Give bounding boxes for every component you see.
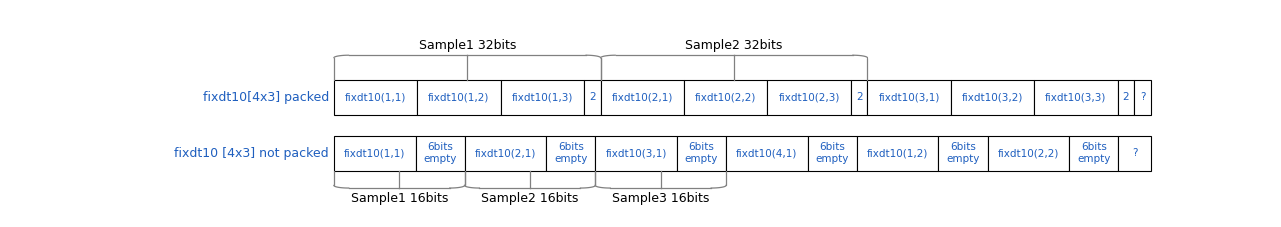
Text: 6bits
empty: 6bits empty — [947, 142, 980, 164]
Text: Sample3 16bits: Sample3 16bits — [612, 192, 710, 205]
Text: fixdt10 [4x3] not packed: fixdt10 [4x3] not packed — [174, 147, 329, 160]
Bar — [951, 80, 1034, 115]
Text: Sample1 32bits: Sample1 32bits — [419, 39, 516, 52]
Bar — [1118, 136, 1150, 170]
Text: fixdt10(4,1): fixdt10(4,1) — [737, 148, 798, 158]
Text: 6bits
empty: 6bits empty — [816, 142, 849, 164]
Text: 6bits
empty: 6bits empty — [424, 142, 457, 164]
Bar — [584, 80, 601, 115]
Text: Sample2 16bits: Sample2 16bits — [482, 192, 579, 205]
Bar — [596, 136, 678, 170]
Text: 2: 2 — [856, 92, 862, 102]
Bar — [1034, 80, 1117, 115]
Text: fixdt10(1,1): fixdt10(1,1) — [345, 92, 406, 102]
Text: ?: ? — [1132, 148, 1138, 158]
Bar — [857, 136, 939, 170]
Text: fixdt10(2,2): fixdt10(2,2) — [998, 148, 1059, 158]
Bar — [501, 80, 584, 115]
Text: fixdt10(3,1): fixdt10(3,1) — [606, 148, 667, 158]
Bar — [1134, 80, 1150, 115]
Bar — [808, 136, 857, 170]
Text: 6bits
empty: 6bits empty — [685, 142, 719, 164]
Bar — [1117, 80, 1134, 115]
Bar — [601, 80, 684, 115]
Text: fixdt10(2,2): fixdt10(2,2) — [696, 92, 756, 102]
Bar — [684, 80, 767, 115]
Text: fixdt10(1,2): fixdt10(1,2) — [867, 148, 929, 158]
Bar — [867, 80, 951, 115]
Text: fixdt10(2,1): fixdt10(2,1) — [475, 148, 537, 158]
Text: 6bits
empty: 6bits empty — [1077, 142, 1111, 164]
Bar — [415, 136, 465, 170]
Text: fixdt10(1,2): fixdt10(1,2) — [428, 92, 489, 102]
Text: 2: 2 — [1122, 92, 1130, 102]
Text: fixdt10(2,1): fixdt10(2,1) — [611, 92, 673, 102]
Text: fixdt10(1,1): fixdt10(1,1) — [345, 148, 405, 158]
Text: 2: 2 — [589, 92, 596, 102]
Bar — [988, 136, 1070, 170]
Text: ?: ? — [1140, 92, 1145, 102]
Text: fixdt10(3,2): fixdt10(3,2) — [962, 92, 1024, 102]
Bar — [678, 136, 726, 170]
Text: 6bits
empty: 6bits empty — [555, 142, 588, 164]
Text: Sample2 32bits: Sample2 32bits — [685, 39, 783, 52]
Text: fixdt10[4x3] packed: fixdt10[4x3] packed — [202, 91, 329, 104]
Text: fixdt10(3,3): fixdt10(3,3) — [1045, 92, 1107, 102]
Text: Sample1 16bits: Sample1 16bits — [351, 192, 448, 205]
Bar — [939, 136, 988, 170]
Text: fixdt10(1,3): fixdt10(1,3) — [511, 92, 573, 102]
Bar — [546, 136, 596, 170]
Bar — [465, 136, 546, 170]
Bar — [334, 80, 418, 115]
Bar — [851, 80, 867, 115]
Bar — [334, 136, 415, 170]
Bar — [418, 80, 501, 115]
Text: fixdt10(2,3): fixdt10(2,3) — [779, 92, 840, 102]
Bar — [1070, 136, 1118, 170]
Text: fixdt10(3,1): fixdt10(3,1) — [879, 92, 940, 102]
Bar — [767, 80, 851, 115]
Bar — [726, 136, 808, 170]
